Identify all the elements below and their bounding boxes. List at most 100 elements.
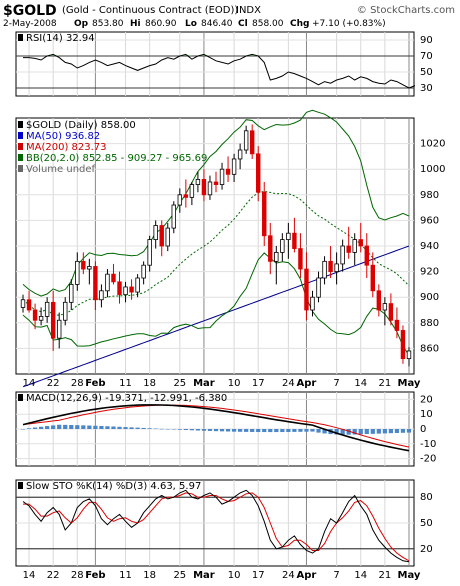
legend-swatch bbox=[18, 143, 23, 150]
x-tick-label: 11 bbox=[119, 570, 132, 581]
macd-histogram-bar bbox=[117, 426, 122, 429]
y-tick-label: 880 bbox=[420, 318, 439, 329]
header-close: 858.00 bbox=[252, 19, 284, 29]
y-tick-label: 980 bbox=[420, 190, 439, 201]
macd-histogram-bar bbox=[382, 429, 387, 434]
candle-body bbox=[304, 268, 309, 311]
macd-histogram-bar bbox=[189, 429, 194, 431]
candle-body bbox=[183, 194, 189, 198]
candle-body bbox=[63, 301, 68, 321]
macd-histogram-bar bbox=[250, 429, 255, 432]
x-tick-label: 22 bbox=[47, 378, 60, 389]
bb-middle-line bbox=[22, 190, 410, 316]
macd-histogram-bar bbox=[304, 429, 309, 432]
macd-histogram-bar bbox=[177, 429, 182, 430]
x-tick-label: 14 bbox=[354, 378, 367, 389]
macd-histogram-bar bbox=[334, 429, 339, 435]
sto-k-line bbox=[22, 489, 410, 563]
bb-lower-line bbox=[22, 252, 410, 356]
x-tick-label: Apr bbox=[297, 570, 317, 581]
macd-histogram-bar bbox=[38, 426, 44, 429]
macd-histogram-bar bbox=[376, 429, 381, 434]
x-tick-label: 28 bbox=[71, 378, 84, 389]
macd-histogram-bar bbox=[400, 429, 406, 433]
candle-body bbox=[99, 290, 104, 301]
candle-body bbox=[225, 168, 231, 175]
candle-body bbox=[159, 225, 164, 247]
legend-swatch bbox=[18, 482, 23, 489]
macd-legend: MACD(12,26,9) -19.371, -12.991, -6.380 bbox=[26, 393, 227, 404]
x-tick-label: May bbox=[398, 378, 421, 389]
macd-histogram-bar bbox=[388, 429, 394, 434]
macd-histogram-bar bbox=[63, 424, 68, 429]
macd-histogram-bar bbox=[207, 429, 213, 431]
macd-histogram-bar bbox=[262, 429, 267, 433]
sto-legend: Slow STO %K(14) %D(3) 4.63, 5.97 bbox=[26, 481, 201, 492]
candle-body bbox=[370, 264, 376, 292]
macd-histogram-bar bbox=[153, 428, 158, 430]
header-change-label: Chg bbox=[290, 19, 309, 29]
candle-body bbox=[262, 191, 267, 237]
x-tick-label: 25 bbox=[173, 378, 186, 389]
x-tick-label: 24 bbox=[282, 378, 295, 389]
x-tick-label: 21 bbox=[378, 378, 391, 389]
candle-body bbox=[280, 239, 285, 253]
macd-histogram-bar bbox=[292, 429, 297, 432]
macd-histogram-bar bbox=[394, 429, 400, 433]
candle-body bbox=[56, 319, 62, 339]
macd-histogram-bar bbox=[346, 429, 351, 435]
macd-histogram-bar bbox=[370, 429, 375, 434]
y-tick-label: 0 bbox=[420, 424, 426, 435]
candle-body bbox=[105, 273, 110, 292]
macd-histogram-bar bbox=[268, 429, 273, 433]
macd-histogram-bar bbox=[32, 427, 38, 429]
x-tick-label: Mar bbox=[193, 378, 215, 389]
macd-histogram-bar bbox=[51, 425, 56, 429]
candle-body bbox=[286, 232, 291, 240]
candle-body bbox=[75, 260, 80, 285]
price-legend-entry: MA(50) 936.82 bbox=[26, 131, 100, 142]
macd-histogram-bar bbox=[20, 429, 26, 430]
macd-histogram-bar bbox=[123, 427, 128, 429]
x-tick-label: Apr bbox=[297, 378, 317, 389]
candle-body bbox=[406, 350, 412, 360]
x-tick-label: 17 bbox=[252, 570, 265, 581]
header-description: (Gold - Continuous Contract (EOD)) bbox=[62, 5, 238, 16]
candle-body bbox=[340, 245, 345, 265]
macd-histogram-bar bbox=[244, 429, 249, 432]
macd-histogram-bar bbox=[316, 429, 321, 433]
macd-histogram-bar bbox=[364, 429, 369, 435]
header-high-label: Hi bbox=[130, 19, 141, 29]
candle-body bbox=[81, 260, 86, 270]
y-tick-label: 50 bbox=[420, 67, 433, 78]
candle-body bbox=[32, 309, 38, 321]
candle-body bbox=[195, 179, 201, 185]
panel-frame-rsi bbox=[15, 31, 415, 97]
macd-histogram-bar bbox=[87, 425, 92, 429]
macd-histogram-bar bbox=[165, 429, 170, 430]
candle-body bbox=[316, 277, 321, 298]
macd-histogram-bar bbox=[256, 429, 261, 433]
candle-body bbox=[213, 181, 219, 185]
macd-histogram-bar bbox=[195, 429, 201, 431]
x-tick-label: Feb bbox=[85, 378, 105, 389]
macd-histogram-bar bbox=[352, 429, 357, 435]
candle-body bbox=[400, 330, 406, 360]
macd-histogram-bar bbox=[213, 429, 219, 432]
sto-d-line bbox=[23, 492, 410, 562]
x-tick-label: 24 bbox=[282, 570, 295, 581]
macd-histogram-bar bbox=[26, 428, 32, 429]
x-tick-label: 7 bbox=[333, 570, 339, 581]
bb-upper-line bbox=[22, 109, 410, 297]
macd-histogram-bar bbox=[93, 425, 98, 429]
macd-histogram-bar bbox=[171, 429, 176, 430]
candle-body bbox=[364, 245, 369, 266]
x-tick-label: 18 bbox=[143, 570, 156, 581]
y-tick-label: 50 bbox=[420, 518, 433, 529]
candle-body bbox=[358, 239, 363, 247]
candle-body bbox=[219, 168, 225, 185]
candle-body bbox=[20, 299, 26, 308]
header-symbol: $GOLD bbox=[3, 3, 57, 19]
x-tick-label: 14 bbox=[23, 570, 36, 581]
candle-body bbox=[382, 303, 388, 311]
